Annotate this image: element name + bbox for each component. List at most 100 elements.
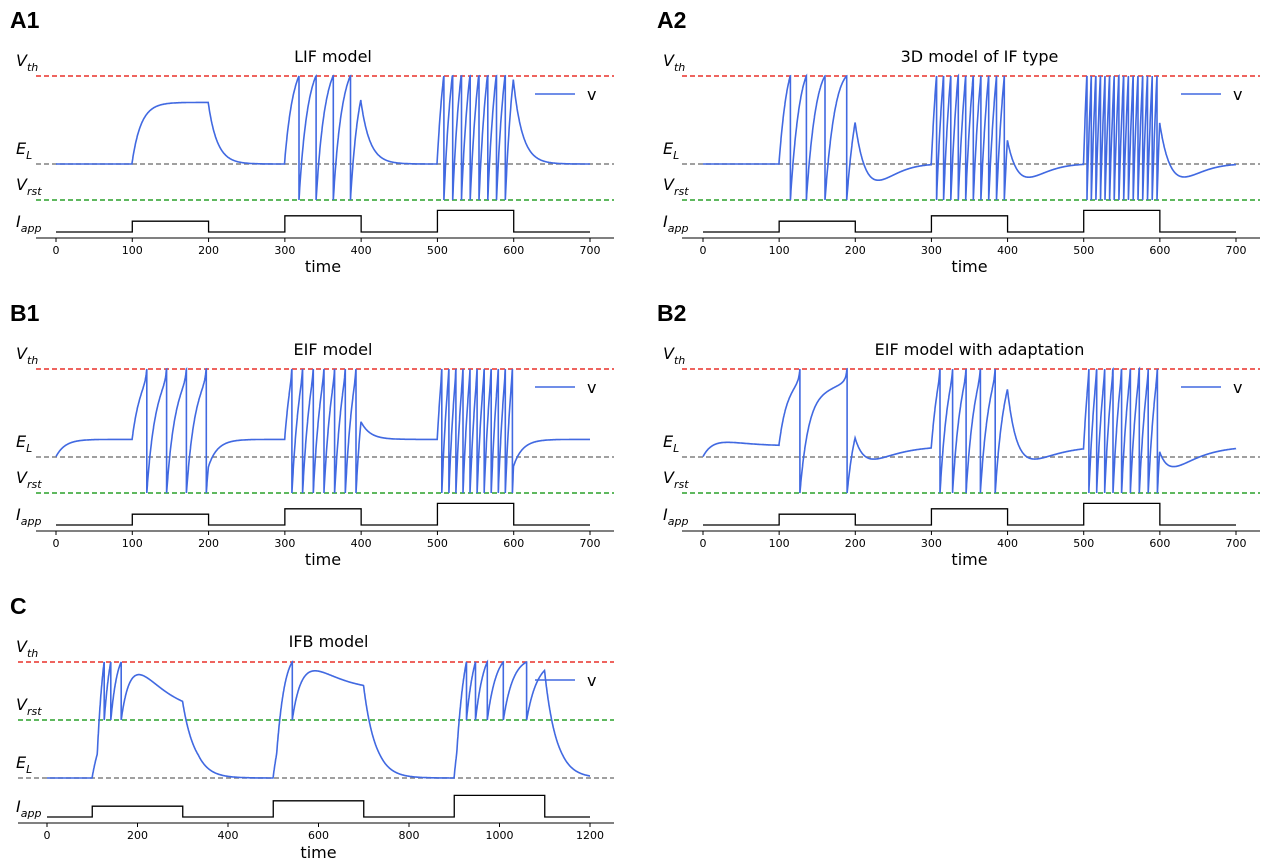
x-tick-label: 0 bbox=[53, 244, 60, 257]
i-app-trace bbox=[56, 502, 590, 526]
legend-label: v bbox=[1233, 378, 1242, 397]
x-tick-label: 200 bbox=[845, 244, 866, 257]
x-tick-label: 0 bbox=[700, 244, 707, 257]
label-v-th: Vth bbox=[663, 51, 685, 74]
x-tick-label: 600 bbox=[1149, 244, 1170, 257]
label-e-l: EL bbox=[16, 139, 32, 162]
label-v-th-subscript: th bbox=[27, 354, 38, 367]
x-axis-label: time bbox=[951, 257, 987, 276]
label-v-rst: Vrst bbox=[16, 175, 42, 198]
label-e-l: EL bbox=[16, 753, 32, 776]
label-i-app: Iapp bbox=[16, 212, 41, 235]
x-tick-label: 700 bbox=[1226, 537, 1247, 550]
label-v-th-subscript: th bbox=[27, 61, 38, 74]
label-i-app-subscript: app bbox=[21, 515, 42, 528]
v-trace bbox=[702, 366, 1237, 494]
legend-label: v bbox=[1233, 85, 1242, 104]
label-v-th-subscript: th bbox=[27, 647, 38, 660]
label-v-th-symbol: V bbox=[663, 51, 675, 70]
panel-label: B1 bbox=[10, 300, 40, 326]
x-tick-label: 300 bbox=[921, 244, 942, 257]
label-v-th-symbol: V bbox=[16, 51, 28, 70]
x-axis-label: time bbox=[951, 550, 987, 569]
label-i-app: Iapp bbox=[16, 505, 41, 528]
label-v-rst-subscript: rst bbox=[674, 185, 689, 198]
label-v-rst-symbol: V bbox=[16, 175, 28, 194]
x-tick-label: 0 bbox=[53, 537, 60, 550]
v-trace bbox=[703, 73, 1236, 201]
x-tick-label: 100 bbox=[122, 244, 143, 257]
i-app-trace bbox=[56, 209, 590, 233]
label-i-app-subscript: app bbox=[668, 515, 689, 528]
x-tick-label: 1200 bbox=[576, 829, 604, 842]
x-tick-label: 200 bbox=[198, 537, 219, 550]
label-v-rst-subscript: rst bbox=[27, 705, 42, 718]
legend-label: v bbox=[587, 378, 596, 397]
legend-label: v bbox=[587, 85, 596, 104]
label-v-th: Vth bbox=[16, 344, 38, 367]
v-trace bbox=[47, 659, 591, 779]
label-i-app: Iapp bbox=[16, 797, 41, 820]
label-v-th-subscript: th bbox=[674, 61, 685, 74]
x-tick-label: 700 bbox=[580, 244, 601, 257]
i-app-trace bbox=[703, 502, 1236, 526]
chart-title: IFB model bbox=[289, 632, 369, 651]
chart-title: 3D model of IF type bbox=[901, 47, 1059, 66]
chart-title: EIF model with adaptation bbox=[875, 340, 1085, 359]
x-tick-label: 100 bbox=[769, 537, 790, 550]
x-tick-label: 200 bbox=[198, 244, 219, 257]
label-i-app-symbol: I bbox=[16, 797, 21, 816]
i-app-trace bbox=[47, 794, 590, 818]
label-i-app-symbol: I bbox=[663, 212, 668, 231]
label-e-l-symbol: E bbox=[16, 139, 27, 158]
panel-label: B2 bbox=[657, 300, 686, 326]
x-tick-label: 0 bbox=[44, 829, 51, 842]
label-e-l: EL bbox=[663, 432, 679, 455]
label-i-app-symbol: I bbox=[663, 505, 668, 524]
x-tick-label: 100 bbox=[122, 537, 143, 550]
x-tick-label: 300 bbox=[274, 244, 295, 257]
chart-title: EIF model bbox=[294, 340, 373, 359]
x-tick-label: 600 bbox=[1149, 537, 1170, 550]
x-tick-label: 600 bbox=[503, 537, 524, 550]
x-tick-label: 600 bbox=[308, 829, 329, 842]
label-v-rst: Vrst bbox=[663, 175, 689, 198]
label-e-l-subscript: L bbox=[26, 763, 32, 776]
x-tick-label: 500 bbox=[427, 537, 448, 550]
i-app-trace bbox=[703, 209, 1236, 233]
label-v-rst: Vrst bbox=[16, 695, 42, 718]
legend-label: v bbox=[587, 671, 596, 690]
label-v-rst-symbol: V bbox=[16, 695, 28, 714]
label-v-rst-symbol: V bbox=[16, 468, 28, 487]
label-v-rst: Vrst bbox=[16, 468, 42, 491]
label-v-rst-subscript: rst bbox=[27, 478, 42, 491]
label-v-th-symbol: V bbox=[663, 344, 675, 363]
label-v-th: Vth bbox=[16, 637, 38, 660]
label-v-th-symbol: V bbox=[16, 344, 28, 363]
label-e-l-subscript: L bbox=[26, 149, 32, 162]
x-tick-label: 400 bbox=[997, 244, 1018, 257]
label-i-app: Iapp bbox=[663, 212, 688, 235]
label-e-l-symbol: E bbox=[16, 432, 27, 451]
label-e-l: EL bbox=[663, 139, 679, 162]
x-axis-label: time bbox=[305, 550, 341, 569]
panel-label: A1 bbox=[10, 7, 40, 33]
label-v-th-subscript: th bbox=[674, 354, 685, 367]
x-tick-label: 300 bbox=[274, 537, 295, 550]
label-e-l-symbol: E bbox=[663, 139, 674, 158]
label-v-rst-subscript: rst bbox=[674, 478, 689, 491]
label-i-app-symbol: I bbox=[16, 212, 21, 231]
label-v-th: Vth bbox=[663, 344, 685, 367]
x-tick-label: 500 bbox=[1073, 244, 1094, 257]
v-trace bbox=[55, 367, 590, 494]
x-axis-label: time bbox=[300, 843, 336, 862]
x-tick-label: 100 bbox=[769, 244, 790, 257]
x-tick-label: 800 bbox=[399, 829, 420, 842]
x-axis-label: time bbox=[305, 257, 341, 276]
panel-label: C bbox=[10, 593, 27, 619]
label-v-th-symbol: V bbox=[16, 637, 28, 656]
